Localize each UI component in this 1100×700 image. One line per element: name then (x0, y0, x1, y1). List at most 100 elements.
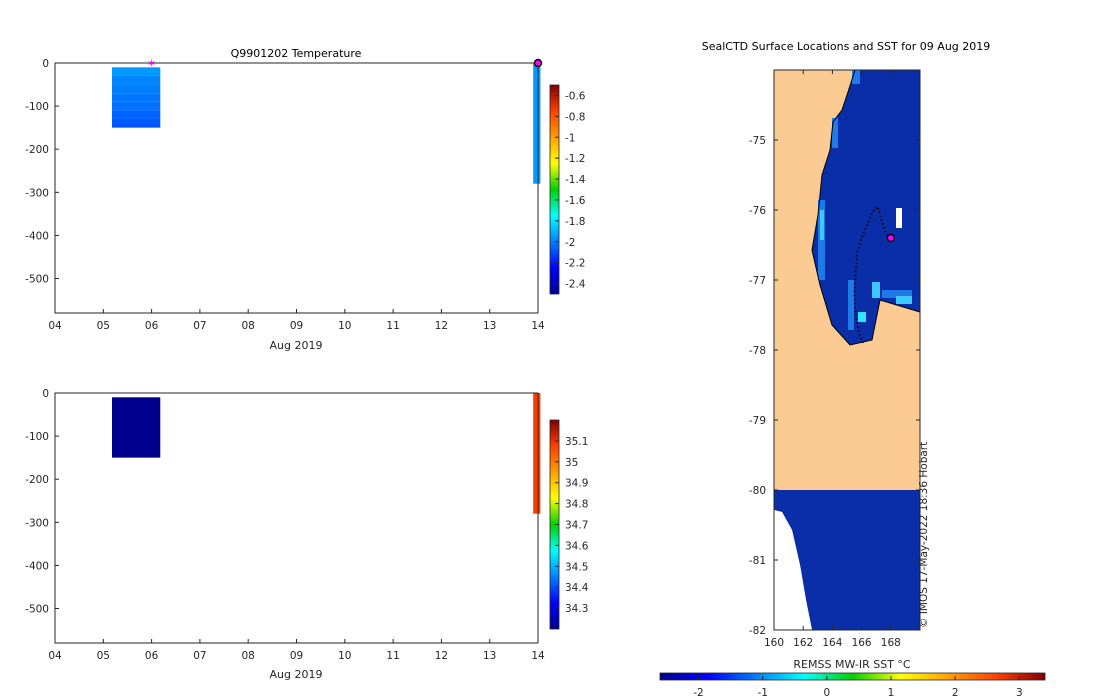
x-tick-label: 13 (483, 320, 496, 332)
x-tick-label: 12 (435, 320, 448, 332)
temperature-y-ticks: 0 -100 -200 -300 -400 -500 (25, 58, 59, 286)
x-tick-label: 07 (193, 650, 206, 662)
profile-0-cell-6 (111, 119, 161, 128)
seal-track (853, 204, 891, 344)
sst-colorbar-tick-label: -2 (693, 687, 703, 699)
y-tick-label: -500 (25, 604, 49, 616)
colorbar-tick-label: 34.5 (565, 561, 588, 573)
y-tick-label: -500 (25, 274, 49, 286)
map-y-tick-label: -77 (749, 275, 766, 287)
map-x-tick-label: 164 (822, 637, 842, 649)
map-x-ticks: 160 162 164 166 168 (764, 70, 901, 649)
sst-colorbar-tick-label: 2 (952, 687, 959, 699)
colorbar-tick-label: -1 (565, 132, 575, 144)
colorbar-tick-label: 35.1 (565, 436, 588, 448)
profile-circle-marker (533, 58, 543, 68)
ice-edge-cells (818, 70, 912, 330)
profile-0-cell-2 (111, 84, 161, 94)
colorbar-tick-label: 34.6 (565, 540, 589, 552)
salinity-x-label: Aug 2019 (270, 668, 323, 681)
salinity-colorbar-ticks: 35.1 35 34.9 34.8 34.7 34.6 34.5 34.4 34.3 (555, 436, 589, 615)
x-tick-label: 05 (97, 650, 110, 662)
salinity-x-ticks: 04 05 06 07 08 09 10 11 12 13 14 (48, 639, 545, 662)
y-tick-label: -200 (25, 144, 49, 156)
salinity-panel: 04 05 06 07 08 09 10 11 12 13 14 0 -100 -200 -300 -400… (25, 388, 589, 681)
map-y-tick-label: -76 (749, 205, 766, 217)
colorbar-tick-label: -2.4 (565, 279, 586, 291)
salinity-y-ticks: 0 -100 -200 -300 -400 -500 (25, 388, 59, 616)
colorbar-tick-label: 35 (565, 457, 578, 469)
sst-colorbar-tick-label: 3 (1016, 687, 1023, 699)
map-x-tick-label: 168 (881, 637, 901, 649)
map-y-tick-label: -75 (749, 135, 766, 147)
temperature-colorbar-ticks: -0.6 -0.8 -1 -1.2 -1.4 -1.6 -1.8 -2 -2.2 -2.4 (555, 90, 586, 291)
y-tick-label: -200 (25, 474, 49, 486)
colorbar-tick-label: -1.8 (565, 216, 586, 228)
colorbar-tick-label: 34.8 (565, 499, 588, 511)
map-field (774, 70, 920, 630)
map-y-ticks: -75 -76 -77 -78 -79 -80 -81 -82 (749, 135, 920, 637)
colorbar-tick-label: 34.9 (565, 478, 588, 490)
profile-0-cell-1 (111, 75, 161, 85)
colorbar-tick-label: 34.7 (565, 520, 588, 532)
y-tick-label: -300 (25, 187, 49, 199)
x-tick-label: 06 (145, 320, 159, 332)
map-y-tick-label: -81 (749, 555, 766, 567)
map-title: SealCTD Surface Locations and SST for 09… (702, 40, 991, 53)
x-tick-label: 04 (48, 320, 62, 332)
sst-colorbar-label: REMSS MW-IR SST °C (793, 658, 911, 671)
colorbar-tick-label: -2 (565, 237, 575, 249)
map-y-tick-label: -82 (749, 625, 766, 637)
x-tick-label: 08 (242, 320, 255, 332)
colorbar-tick-label: -1.4 (565, 174, 586, 186)
map-y-tick-label: -80 (749, 485, 766, 497)
x-tick-label: 14 (531, 650, 545, 662)
seal-current-position (886, 233, 895, 243)
no-data-area (774, 510, 812, 630)
coastline (811, 70, 920, 346)
x-tick-label: 10 (338, 320, 351, 332)
colorbar-tick-label: -2.2 (565, 258, 586, 270)
y-tick-label: -100 (25, 431, 49, 443)
y-tick-label: -100 (25, 101, 49, 113)
y-tick-label: 0 (42, 58, 49, 70)
x-tick-label: 08 (242, 650, 255, 662)
y-tick-label: -300 (25, 517, 49, 529)
sea-area-north (812, 70, 920, 345)
x-tick-label: 10 (338, 650, 351, 662)
sst-colorbar-tick-label: 0 (823, 687, 830, 699)
x-tick-label: 11 (386, 320, 399, 332)
profile-1-cell-0 (533, 393, 541, 514)
colorbar-tick-label: -1.2 (565, 153, 586, 165)
map-x-tick-label: 162 (793, 637, 813, 649)
map-x-tick-label: 166 (852, 637, 872, 649)
temperature-markers: ✶ (147, 57, 543, 70)
sst-colorbar-ticks: -2 -1 0 1 2 3 (693, 676, 1023, 699)
profile-star-marker: ✶ (147, 57, 156, 70)
x-tick-label: 09 (290, 650, 303, 662)
sst-colorbar-tick-label: -1 (757, 687, 767, 699)
temperature-colorbar (549, 84, 560, 295)
x-tick-label: 07 (193, 320, 206, 332)
profile-0-cell-0 (111, 67, 161, 76)
x-tick-label: 12 (435, 650, 448, 662)
sst-map-panel: SealCTD Surface Locations and SST for 09… (659, 40, 1046, 699)
x-tick-label: 14 (531, 320, 545, 332)
colorbar-tick-label: 34.4 (565, 582, 589, 594)
sst-colorbar (659, 672, 1046, 681)
sst-colorbar-tick-label: 1 (888, 687, 895, 699)
temperature-x-ticks: 04 05 06 07 08 09 10 11 12 13 14 (48, 309, 545, 332)
profile-0-cell-3 (111, 93, 161, 102)
profile-0-cell-4 (111, 101, 161, 111)
colorbar-tick-label: -0.6 (565, 90, 586, 102)
x-tick-label: 13 (483, 650, 496, 662)
x-tick-label: 05 (97, 320, 110, 332)
temperature-panel: Q9901202 Temperature 04 05 06 07 08 09 10 11 12 1… (25, 47, 586, 352)
map-y-tick-label: -79 (749, 415, 766, 427)
temperature-title: Q9901202 Temperature (231, 47, 362, 60)
salinity-profiles (111, 393, 541, 514)
x-tick-label: 06 (145, 650, 159, 662)
map-y-tick-label: -78 (749, 345, 766, 357)
x-tick-label: 04 (48, 650, 62, 662)
